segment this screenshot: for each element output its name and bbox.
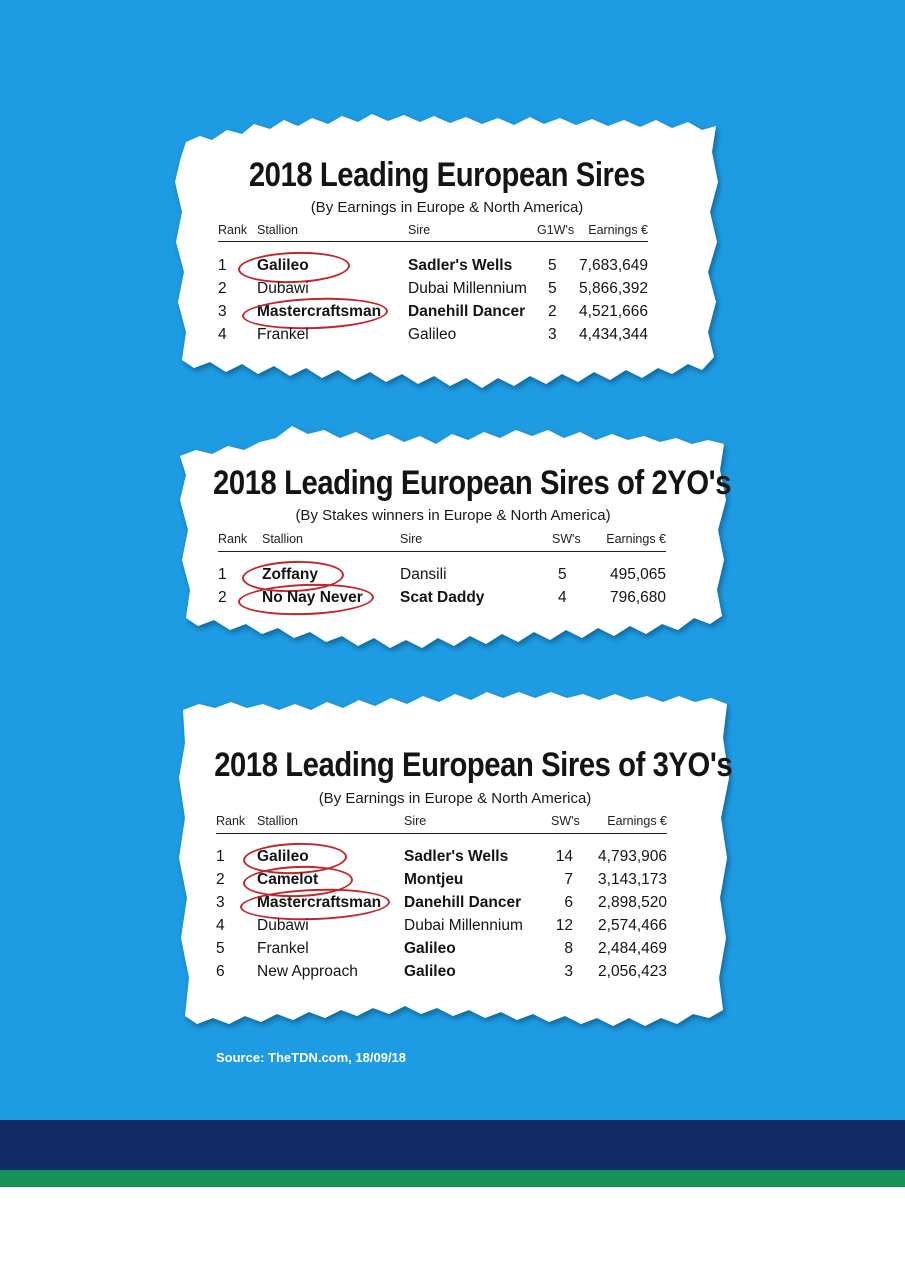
- sire-cell: Danehill Dancer: [404, 894, 522, 911]
- earnings-cell: 2,898,520: [598, 894, 667, 911]
- rank-cell: 1: [218, 566, 227, 583]
- header-stallion: Stallion: [257, 814, 298, 828]
- rank-cell: 4: [218, 326, 227, 343]
- table-title: 2018 Leading European Sires of 3YO's: [214, 746, 733, 784]
- header-earnings: Earnings €: [607, 814, 667, 828]
- table-subtitle: (By Earnings in Europe & North America): [310, 199, 584, 216]
- winners-cell: 3: [548, 326, 557, 343]
- header-sire: Sire: [404, 814, 427, 828]
- winners-cell: 4: [558, 589, 567, 606]
- sire-cell: Danehill Dancer: [408, 303, 526, 320]
- table-title: 2018 Leading European Sires of 2YO's: [213, 464, 732, 502]
- sire-cell: Galileo: [404, 940, 456, 957]
- header-earnings: Earnings €: [588, 223, 648, 237]
- header-rank: Rank: [218, 223, 248, 237]
- earnings-cell: 5,866,392: [579, 280, 648, 297]
- sire-cell: Scat Daddy: [400, 589, 485, 606]
- table-card-2yo-sires: 2018 Leading European Sires of 2YO's (By…: [174, 420, 732, 652]
- stallion-cell: Mastercraftsman: [257, 303, 382, 320]
- header-sire: Sire: [408, 223, 431, 237]
- green-footer-band: [0, 1170, 905, 1187]
- stallion-cell: Frankel: [257, 326, 309, 343]
- earnings-cell: 3,143,173: [598, 871, 667, 888]
- rank-cell: 3: [218, 303, 227, 320]
- header-sire: Sire: [400, 532, 423, 546]
- rank-cell: 5: [216, 940, 225, 957]
- winners-cell: 3: [564, 963, 573, 980]
- sire-cell: Dubai Millennium: [404, 917, 523, 934]
- winners-cell: 5: [558, 566, 567, 583]
- sire-cell: Sadler's Wells: [408, 257, 513, 274]
- navy-footer-band: [0, 1120, 905, 1170]
- stallion-cell: Galileo: [257, 848, 309, 865]
- earnings-cell: 4,521,666: [579, 303, 648, 320]
- stallion-cell: Zoffany: [262, 566, 318, 583]
- winners-cell: 2: [548, 303, 557, 320]
- sire-cell: Dansili: [400, 566, 447, 583]
- sire-cell: Dubai Millennium: [408, 280, 527, 297]
- rank-cell: 2: [218, 589, 227, 606]
- rank-cell: 1: [216, 848, 225, 865]
- table-card-3yo-sires: 2018 Leading European Sires of 3YO's (By…: [175, 688, 735, 1034]
- header-rule: [216, 833, 667, 834]
- table-3: 2018 Leading European Sires of 3YO's (By…: [175, 688, 735, 1034]
- earnings-cell: 4,434,344: [579, 326, 648, 343]
- sire-cell: Sadler's Wells: [404, 848, 509, 865]
- winners-cell: 14: [555, 848, 573, 865]
- earnings-cell: 2,484,469: [598, 940, 667, 957]
- rank-cell: 2: [216, 871, 225, 888]
- winners-cell: 5: [548, 280, 557, 297]
- table-card-leading-sires: 2018 Leading European Sires (By Earnings…: [172, 112, 722, 397]
- stallion-cell: Mastercraftsman: [257, 894, 382, 911]
- white-footer-area: [0, 1187, 905, 1280]
- rank-cell: 1: [218, 257, 227, 274]
- winners-cell: 5: [548, 257, 557, 274]
- stallion-cell: Dubawi: [257, 917, 309, 934]
- table-subtitle: (By Earnings in Europe & North America): [318, 790, 592, 807]
- header-winners: SW's: [551, 814, 580, 828]
- header-rule: [218, 241, 648, 242]
- sire-cell: Galileo: [404, 963, 456, 980]
- earnings-cell: 2,574,466: [598, 917, 667, 934]
- header-winners: G1W's: [537, 223, 575, 237]
- earnings-cell: 2,056,423: [598, 963, 667, 980]
- sire-cell: Montjeu: [404, 871, 464, 888]
- earnings-cell: 7,683,649: [579, 257, 648, 274]
- header-earnings: Earnings €: [606, 532, 666, 546]
- stallion-cell: New Approach: [257, 963, 358, 980]
- header-rule: [218, 551, 666, 552]
- rank-cell: 3: [216, 894, 225, 911]
- stallion-cell: Frankel: [257, 940, 309, 957]
- source-caption: Source: TheTDN.com, 18/09/18: [216, 1050, 407, 1065]
- winners-cell: 12: [555, 917, 573, 934]
- stallion-cell: Galileo: [257, 257, 309, 274]
- torn-paper-shape: [180, 426, 726, 648]
- header-stallion: Stallion: [257, 223, 298, 237]
- header-winners: SW's: [552, 532, 581, 546]
- winners-cell: 6: [564, 894, 573, 911]
- header-rank: Rank: [218, 532, 248, 546]
- table-title: 2018 Leading European Sires: [248, 156, 646, 194]
- table-2: 2018 Leading European Sires of 2YO's (By…: [174, 420, 732, 652]
- stallion-cell: Camelot: [257, 871, 319, 888]
- rank-cell: 2: [218, 280, 227, 297]
- earnings-cell: 495,065: [609, 566, 666, 583]
- stallion-cell: No Nay Never: [262, 589, 363, 606]
- earnings-cell: 4,793,906: [598, 848, 667, 865]
- table-subtitle: (By Stakes winners in Europe & North Ame…: [295, 507, 611, 524]
- earnings-cell: 796,680: [609, 589, 666, 606]
- rank-cell: 6: [216, 963, 225, 980]
- torn-paper-shape: [179, 692, 729, 1026]
- header-rank: Rank: [216, 814, 246, 828]
- winners-cell: 7: [564, 871, 573, 888]
- rank-cell: 4: [216, 917, 225, 934]
- header-stallion: Stallion: [262, 532, 303, 546]
- torn-paper-shape: [175, 114, 718, 388]
- winners-cell: 8: [564, 940, 573, 957]
- table-1: 2018 Leading European Sires (By Earnings…: [172, 112, 722, 397]
- stallion-cell: Dubawi: [257, 280, 309, 297]
- sire-cell: Galileo: [408, 326, 457, 343]
